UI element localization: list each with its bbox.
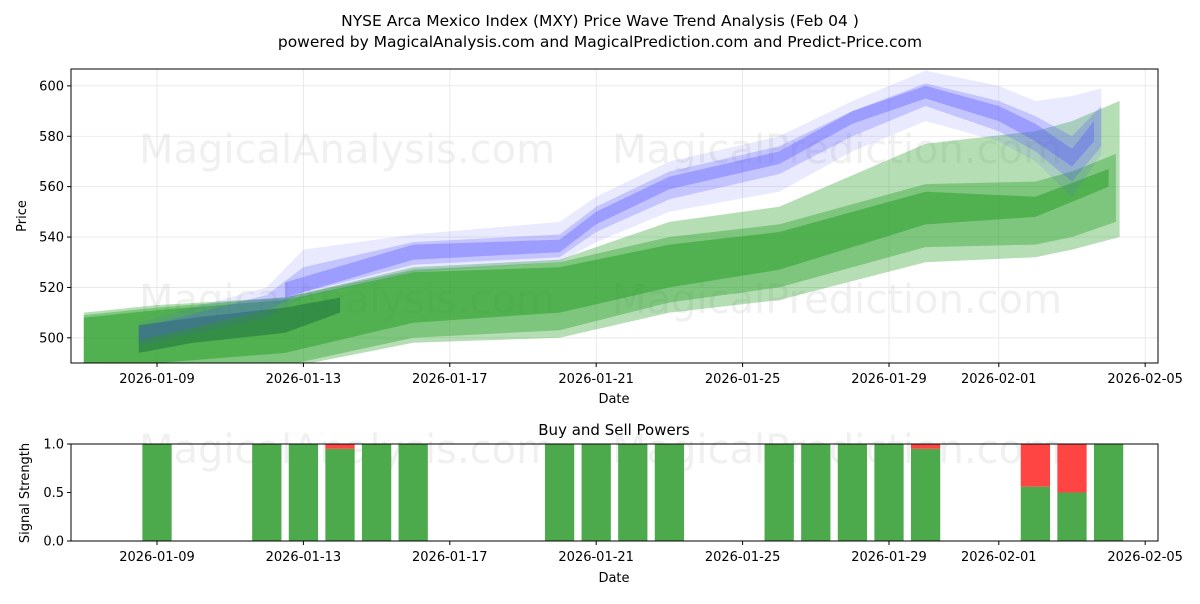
signal-x-tick-label: 2026-02-05	[1107, 550, 1183, 565]
signal-x-tick-label: 2026-01-17	[412, 550, 488, 565]
y-tick-label: 560	[39, 180, 64, 195]
y-tick-label: 600	[39, 79, 64, 94]
buy-bar	[142, 444, 172, 541]
signal-title: Buy and Sell Powers	[538, 421, 690, 439]
buy-bar	[1093, 444, 1124, 541]
buy-bar	[398, 444, 428, 541]
buy-bar	[654, 444, 685, 541]
price-ticks: 500 520 540 560 580 600 2026-01-09 2026-01-13 20…	[39, 79, 1183, 387]
y-tick-label: 540	[39, 231, 64, 246]
buy-bar	[544, 444, 575, 541]
price-bands	[83, 70, 1120, 363]
signal-y-tick-label: 0.0	[43, 535, 64, 550]
buy-bar	[874, 444, 904, 541]
x-tick-label: 2026-01-09	[119, 372, 195, 387]
buy-bar	[361, 444, 392, 541]
sell-bar	[1020, 444, 1051, 487]
band-green-core	[83, 169, 1109, 363]
price-axes-frame	[70, 68, 1159, 364]
signal-x-tick-label: 2026-01-21	[558, 550, 634, 565]
signal-y-label: Signal Strength	[18, 443, 33, 543]
x-tick-label: 2026-01-21	[558, 372, 634, 387]
x-tick-label: 2026-01-13	[266, 372, 342, 387]
band-blue-core	[285, 85, 1095, 298]
buy-bar	[764, 444, 794, 541]
x-tick-label: 2026-01-29	[851, 372, 927, 387]
signal-y-tick-label: 0.5	[43, 486, 64, 501]
band-blue-mid	[138, 83, 1102, 341]
sell-bar	[325, 444, 355, 449]
signal-ticks: 0.0 0.5 1.0 2026-01-09 2026-01-13 2026-01-17 2…	[43, 438, 1183, 566]
signal-x-tick-label: 2026-01-09	[119, 550, 195, 565]
x-tick-label: 2026-02-05	[1107, 372, 1183, 387]
y-tick-label: 580	[39, 130, 64, 145]
y-tick-label: 520	[39, 281, 64, 296]
band-dark-early	[138, 297, 340, 353]
price-chart: MagicalAnalysis.com MagicalPrediction.co…	[15, 68, 1183, 407]
band-blue-wide	[138, 70, 1102, 346]
signal-x-tick-label: 2026-01-13	[266, 550, 342, 565]
signal-bars	[142, 444, 1124, 541]
buy-bar	[837, 444, 868, 541]
buy-bar	[910, 448, 941, 541]
buy-bar	[1057, 492, 1087, 541]
watermark-6: MagicalPrediction.com	[612, 427, 1062, 473]
chart-subtitle: powered by MagicalAnalysis.com and Magic…	[278, 33, 922, 51]
signal-x-tick-label: 2026-01-25	[705, 550, 781, 565]
price-y-label: Price	[15, 200, 30, 232]
watermark-4: MagicalPrediction.com	[612, 277, 1062, 323]
signal-x-label: Date	[598, 571, 629, 586]
sell-bar	[910, 444, 941, 449]
watermark-2: MagicalPrediction.com	[612, 127, 1062, 173]
buy-bar	[1020, 486, 1051, 541]
buy-bar	[325, 448, 355, 541]
buy-bar	[581, 444, 611, 541]
x-tick-label: 2026-01-25	[705, 372, 781, 387]
x-tick-label: 2026-01-17	[412, 372, 488, 387]
signal-x-tick-label: 2026-01-29	[851, 550, 927, 565]
watermark-1: MagicalAnalysis.com	[139, 127, 555, 173]
signal-y-tick-label: 1.0	[43, 438, 64, 453]
x-tick-label: 2026-02-01	[961, 372, 1037, 387]
sell-bar	[1057, 444, 1087, 493]
y-tick-label: 500	[39, 331, 64, 346]
buy-bar	[801, 444, 831, 541]
signal-x-tick-label: 2026-02-01	[961, 550, 1037, 565]
buy-bar	[252, 444, 282, 541]
chart-title: NYSE Arca Mexico Index (MXY) Price Wave …	[341, 12, 859, 30]
price-x-label: Date	[598, 392, 629, 407]
buy-bar	[618, 444, 648, 541]
signal-chart: Buy and Sell Powers MagicalAnalysis.com …	[18, 421, 1183, 586]
buy-bar	[288, 444, 319, 541]
